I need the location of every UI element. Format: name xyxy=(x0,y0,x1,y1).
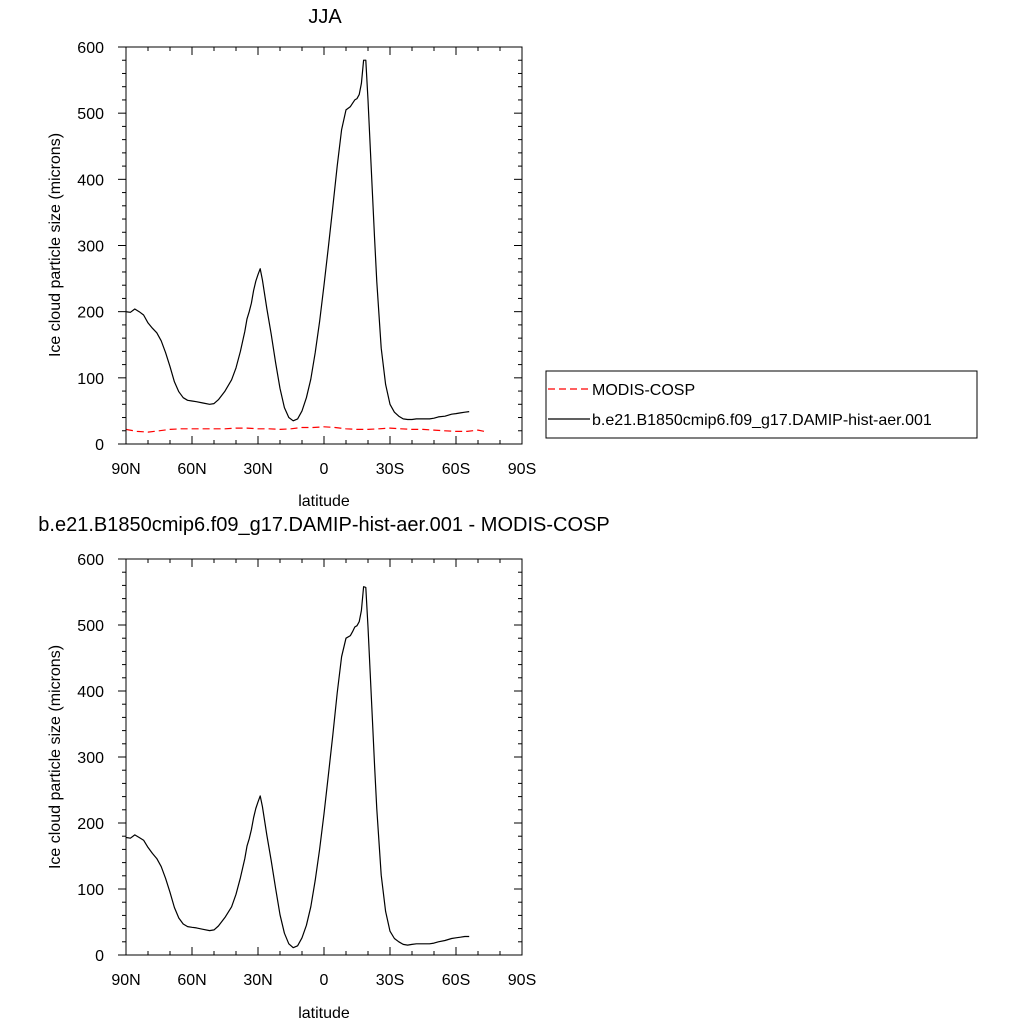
y-tick-label: 100 xyxy=(77,371,104,388)
x-tick-label: 60N xyxy=(177,972,206,989)
y-tick-label: 100 xyxy=(77,882,104,899)
y-tick-label: 300 xyxy=(77,750,104,767)
x-axis-label: latitude xyxy=(298,493,350,510)
plot-frame xyxy=(125,558,523,956)
ticks xyxy=(118,558,523,956)
plot-frame xyxy=(125,46,523,445)
panel-top: JJA 90N 60N 30N 0 30S 60S 90S 0 100 200 300 400 500 6… xyxy=(47,6,536,510)
y-tick-label: 600 xyxy=(77,552,104,569)
tick-labels: 90N 60N 30N 0 30S 60S 90S 0 100 200 300 400 500 600 xyxy=(77,40,536,478)
panel-bottom: b.e21.B1850cmip6.f09_g17.DAMIP-hist-aer.… xyxy=(38,514,609,1022)
x-tick-label: 0 xyxy=(320,461,329,478)
y-tick-label: 400 xyxy=(77,172,104,189)
x-tick-label: 90N xyxy=(111,972,140,989)
x-axis-label: latitude xyxy=(298,1005,350,1022)
y-tick-label: 400 xyxy=(77,684,104,701)
x-tick-label: 30N xyxy=(243,461,272,478)
y-tick-label: 0 xyxy=(95,948,104,965)
chart-title: JJA xyxy=(308,6,342,28)
x-tick-label: 30N xyxy=(243,972,272,989)
series-line-modis-cosp xyxy=(125,426,485,433)
x-tick-label: 30S xyxy=(376,972,404,989)
series-line-difference-0 xyxy=(125,586,470,949)
y-tick-label: 500 xyxy=(77,618,104,635)
series-line-b-e21-b1850cmip6-f09-g17-damip-hist-aer-001 xyxy=(125,59,470,422)
x-tick-label: 60N xyxy=(177,461,206,478)
legend-label-model: b.e21.B1850cmip6.f09_g17.DAMIP-hist-aer.… xyxy=(592,412,932,429)
ticks xyxy=(118,46,523,445)
x-tick-label: 0 xyxy=(320,972,329,989)
y-tick-label: 0 xyxy=(95,437,104,454)
y-tick-label: 600 xyxy=(77,40,104,57)
y-tick-label: 300 xyxy=(77,239,104,256)
chart-title-diff: b.e21.B1850cmip6.f09_g17.DAMIP-hist-aer.… xyxy=(38,514,609,536)
x-tick-label: 90N xyxy=(111,461,140,478)
y-axis-label: Ice cloud particle size (microns) xyxy=(47,645,64,869)
y-axis-label: Ice cloud particle size (microns) xyxy=(47,133,64,357)
plot-lines xyxy=(125,586,470,949)
x-tick-label: 60S xyxy=(442,972,470,989)
tick-labels: 90N 60N 30N 0 30S 60S 90S 0 100 200 300 400 500 600 xyxy=(77,552,536,989)
x-tick-label: 60S xyxy=(442,461,470,478)
y-tick-label: 500 xyxy=(77,106,104,123)
legend-label-modis: MODIS-COSP xyxy=(592,382,695,399)
x-tick-label: 30S xyxy=(376,461,404,478)
x-tick-label: 90S xyxy=(508,461,536,478)
legend: MODIS-COSP b.e21.B1850cmip6.f09_g17.DAMI… xyxy=(545,370,978,439)
y-tick-label: 200 xyxy=(77,816,104,833)
y-tick-label: 200 xyxy=(77,305,104,322)
x-tick-label: 90S xyxy=(508,972,536,989)
plot-lines xyxy=(125,59,485,433)
legend-box xyxy=(545,370,978,439)
